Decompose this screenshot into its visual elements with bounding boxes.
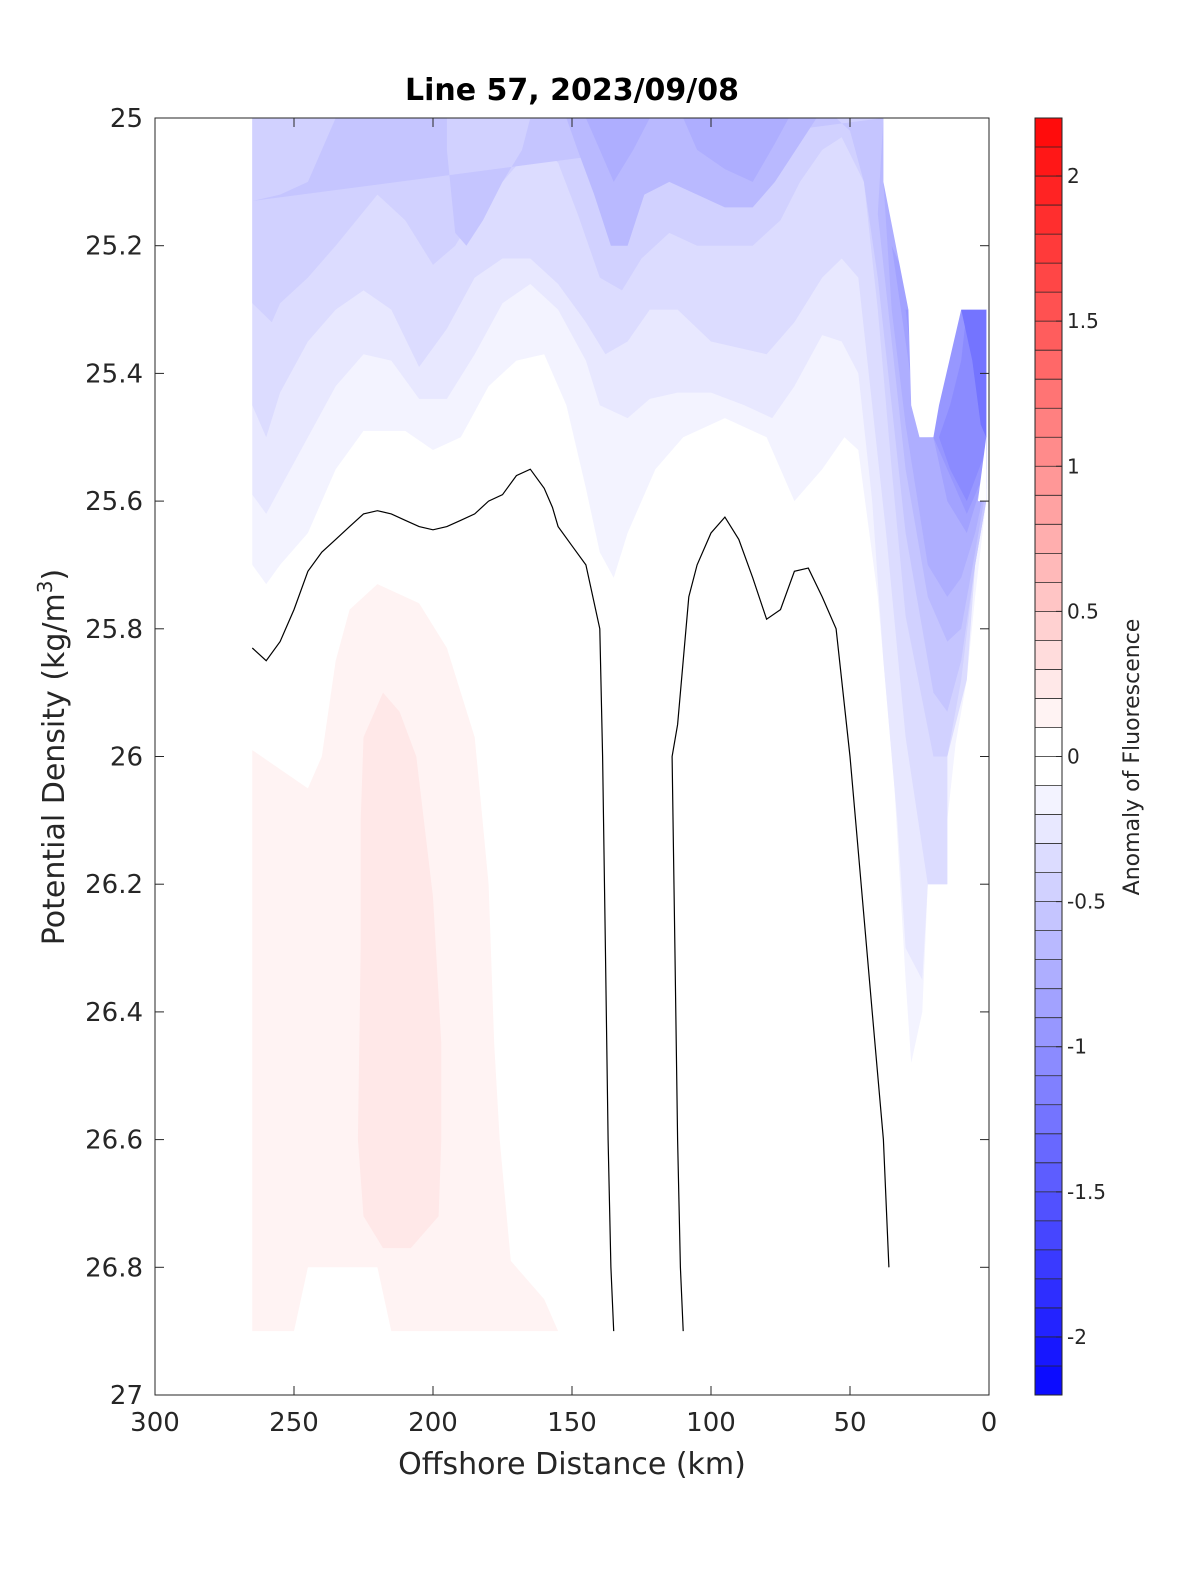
contour-fill-level-10: [683, 118, 789, 182]
contour-fill-level-9: [585, 118, 650, 182]
y-tick-label: 25: [110, 104, 143, 134]
x-tick-label: 50: [833, 1408, 866, 1438]
colorbar-segment: [1035, 379, 1062, 409]
colorbar-segment: [1035, 872, 1062, 903]
colorbar-segment: [1035, 1075, 1062, 1106]
colorbar-segment: [1035, 1104, 1062, 1135]
colorbar-tick-label: 2: [1067, 164, 1080, 188]
y-tick-label: 26.4: [85, 998, 143, 1028]
colorbar-label: Anomaly of Fluorescence: [1120, 619, 1145, 896]
x-tick-label: 250: [269, 1408, 319, 1438]
y-axis-label-superscript: 3: [33, 580, 57, 593]
y-tick-label: 25.2: [85, 232, 143, 262]
y-tick-label: 26.6: [85, 1126, 143, 1156]
colorbar-segment: [1035, 350, 1062, 380]
colorbar-segment: [1035, 1278, 1062, 1309]
colorbar-segment: [1035, 582, 1062, 612]
colorbar-segment: [1035, 1191, 1062, 1222]
colorbar-segment: [1035, 930, 1062, 961]
x-tick-label: 100: [686, 1408, 736, 1438]
colorbar-segment: [1035, 524, 1062, 554]
y-tick-label: 27: [110, 1381, 143, 1411]
colorbar-tick-label: 1.5: [1067, 309, 1099, 333]
y-tick-label: 25.8: [85, 615, 143, 645]
colorbar-segment: [1035, 1017, 1062, 1048]
colorbar-segment: [1035, 176, 1062, 206]
colorbar-segment: [1035, 118, 1062, 148]
y-axis-ticks: 25 25.2 25.4 25.6 25.8 26 26.2 26.4 26.6 26.8 27: [85, 104, 989, 1411]
x-tick-label: 300: [130, 1408, 180, 1438]
zero-contour-lines: [251, 468, 890, 1332]
x-tick-label: 0: [981, 1408, 998, 1438]
colorbar-segment: [1035, 669, 1062, 699]
colorbar-segment: [1035, 988, 1062, 1019]
y-axis-label: Potential Density (kg/m3): [33, 569, 72, 945]
colorbar-tick-label: 0.5: [1067, 599, 1099, 623]
y-tick-label: 26.2: [85, 870, 143, 900]
colorbar-segment: [1035, 437, 1062, 467]
colorbar-segment: [1035, 843, 1062, 874]
colorbar-segment: [1035, 611, 1062, 641]
colorbar-segment: [1035, 1046, 1062, 1077]
colorbar-segment: [1035, 234, 1062, 264]
x-axis-ticks: 300 250 200 150 100 50 0: [130, 118, 997, 1438]
colorbar-tick-label: -0.5: [1067, 890, 1106, 914]
colorbar-segment: [1035, 1336, 1062, 1367]
colorbar-tick-label: -1.5: [1067, 1180, 1106, 1204]
no-data-patch-1: [977, 437, 987, 502]
y-axis-label-main: Potential Density (kg/m: [37, 593, 72, 945]
colorbar-segment: [1035, 292, 1062, 322]
colorbar-segment: [1035, 321, 1062, 351]
x-tick-label: 150: [547, 1408, 597, 1438]
y-axis-label-close: ): [37, 569, 72, 581]
colorbar-segment: [1035, 640, 1062, 670]
colorbar-segment: [1035, 901, 1062, 932]
y-tick-label: 25.6: [85, 487, 143, 517]
colorbar: -2 -1.5 -1 -0.5 0 0.5 1 1.5 2: [1034, 117, 1106, 1396]
colorbar-segment: [1035, 756, 1062, 787]
colorbar-segment: [1035, 466, 1062, 496]
colorbar-segment: [1035, 785, 1062, 816]
chart-title: Line 57, 2023/09/08: [405, 73, 739, 108]
y-tick-label: 26: [110, 743, 143, 773]
zero-contour-line-0: [251, 468, 615, 1332]
contour-fill-level-1: [357, 692, 442, 1249]
colorbar-segment: [1035, 1133, 1062, 1164]
colorbar-segment: [1035, 1249, 1062, 1280]
x-axis-label: Offshore Distance (km): [398, 1447, 746, 1482]
colorbar-tick-label: -1: [1067, 1035, 1087, 1059]
colorbar-segment: [1035, 1220, 1062, 1251]
colorbar-segment: [1035, 147, 1062, 177]
colorbar-segment: [1035, 263, 1062, 293]
colorbar-tick-label: 0: [1067, 745, 1080, 769]
colorbar-segment: [1035, 959, 1062, 990]
colorbar-tick-label: -2: [1067, 1325, 1087, 1349]
y-tick-label: 25.4: [85, 359, 143, 389]
zero-contour-line-1: [671, 516, 890, 1332]
no-data-patch-0: [883, 118, 987, 438]
colorbar-segment: [1035, 698, 1062, 728]
colorbar-tick-label: 1: [1067, 454, 1080, 478]
contour-fill-level-4: [252, 118, 987, 885]
colorbar-segment: [1035, 495, 1062, 525]
colorbar-segment: [1035, 408, 1062, 438]
colorbar-segment: [1035, 205, 1062, 235]
y-tick-label: 26.8: [85, 1253, 143, 1283]
colorbar-segment: [1035, 814, 1062, 845]
colorbar-segment: [1035, 727, 1062, 757]
colorbar-segment: [1035, 1307, 1062, 1338]
x-tick-label: 200: [408, 1408, 458, 1438]
contour-fill-level-15: [961, 309, 987, 438]
colorbar-segment: [1035, 553, 1062, 583]
colorbar-segment: [1035, 1162, 1062, 1193]
filled-contours: [252, 118, 987, 1332]
colorbar-segment: [1035, 1365, 1062, 1396]
